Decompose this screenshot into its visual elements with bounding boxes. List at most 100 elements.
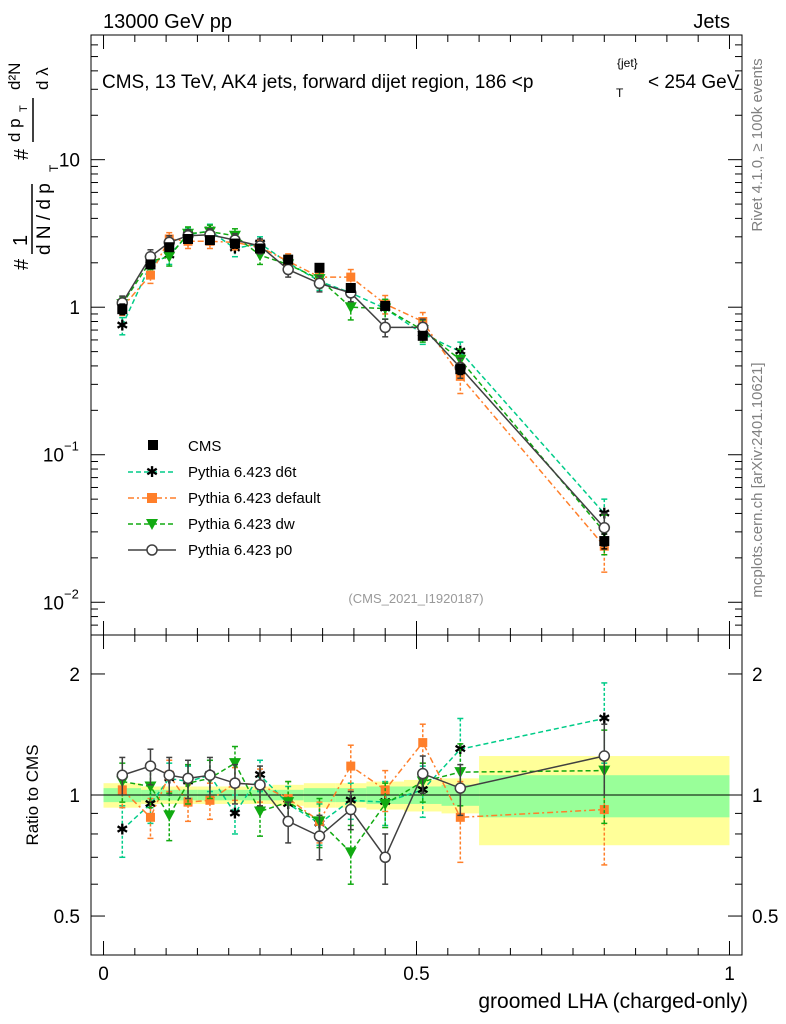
ratio-y-tick-label-right: 0.5 [752, 907, 778, 928]
main-title: CMS, 13 TeV, AK4 jets, forward dijet reg… [102, 72, 533, 93]
point-cms [229, 238, 240, 249]
x-tick-label: 0.5 [403, 964, 429, 985]
ratio-point-p0 [163, 769, 175, 781]
main-title-sub: T [616, 86, 624, 100]
main-y-tick-base: 1 [69, 298, 80, 319]
ratio-point-default [205, 795, 215, 805]
x-tick-label: 1 [724, 964, 735, 985]
point-d6t: ✱ [116, 318, 129, 335]
ratio-axis-ticks: 0 0.5 1 0.5 0.5 1 1 2 2 [54, 635, 778, 985]
point-cms [345, 282, 356, 293]
point-p0 [379, 321, 391, 334]
point-p0 [313, 277, 326, 290]
main-y-tick-exponent: −2 [64, 586, 79, 601]
y-label-T2: T [18, 105, 30, 112]
main-y-tick-base: 10 [43, 593, 64, 614]
point-p0 [598, 521, 611, 534]
ratio-point-dw [163, 810, 176, 822]
legend-marker-default [147, 493, 157, 503]
legend-label-dw: Pythia 6.423 dw [188, 516, 295, 533]
ratio-point-default [418, 738, 428, 748]
legend-marker-p0 [146, 544, 158, 556]
ratio-line-dw [122, 762, 605, 854]
legend-marker-cms [148, 440, 158, 450]
main-title-suffix: < 254 GeV [648, 72, 740, 93]
analysis-id: (CMS_2021_I1920187) [348, 591, 483, 606]
energy-label: 13000 GeV pp [103, 11, 232, 33]
main-y-tick-label: 10 [59, 151, 80, 172]
legend: CMS ✱ Pythia 6.423 d6t Pythia 6.423 defa… [128, 438, 321, 559]
ratio-point-dw [254, 806, 267, 818]
main-series-layer: ✱✱✱✱✱✱✱✱✱✱✱✱✱✱ [116, 223, 611, 573]
ratio-point-default [599, 805, 609, 815]
y-label-d2N: d²N [5, 63, 24, 90]
point-cms [183, 233, 194, 244]
ratio-point-p0 [379, 851, 391, 864]
point-p0 [282, 263, 294, 276]
point-cms [283, 254, 294, 265]
rivet-version-label: Rivet 4.1.0, ≥ 100k events [749, 58, 766, 231]
ratio-point-p0 [204, 769, 216, 781]
point-cms [164, 242, 175, 253]
ratio-point-dw [228, 758, 241, 770]
point-cms [455, 364, 466, 375]
point-cms [117, 304, 128, 315]
y-axis-label-ratio: Ratio to CMS [23, 744, 42, 845]
ratio-line-default [121, 741, 605, 823]
main-title-text: CMS, 13 TeV, AK4 jets, forward dijet reg… [102, 72, 533, 93]
point-default [346, 272, 356, 282]
ratio-y-tick-label-right: 2 [752, 665, 763, 686]
point-default [145, 270, 155, 280]
ratio-point-p0 [282, 815, 294, 828]
ratio-point-d6t: ✱ [598, 710, 611, 727]
ratio-point-p0 [454, 782, 467, 794]
ratio-point-p0 [417, 767, 429, 780]
ratio-point-p0 [144, 760, 157, 772]
ratio-point-p0 [116, 769, 129, 781]
y-label-hash2: # [11, 148, 33, 160]
legend-entry-dw: Pythia 6.423 dw [128, 516, 295, 533]
ratio-y-tick-label-right: 1 [752, 786, 763, 807]
point-cms [599, 536, 610, 547]
y-axis-label-main: # 1 d N / d p T # d p T d²N d λ [5, 63, 61, 270]
x-tick-label: 0 [98, 964, 109, 985]
point-cms [380, 300, 391, 311]
process-label: Jets [693, 11, 730, 33]
ratio-point-dw [344, 847, 357, 859]
legend-entry-d6t: ✱ Pythia 6.423 d6t [128, 464, 297, 481]
series-cms [117, 233, 610, 550]
legend-label-p0: Pythia 6.423 p0 [188, 542, 292, 559]
point-cms [145, 259, 156, 270]
ratio-point-p0 [254, 779, 266, 791]
y-label-dpT: d p [5, 118, 24, 142]
legend-marker-d6t: ✱ [146, 464, 159, 481]
legend-entry-cms: CMS [148, 438, 221, 455]
ratio-point-p0 [598, 750, 611, 762]
point-cms [417, 330, 428, 341]
y-label-dN: d N / d p [34, 183, 55, 255]
x-axis-label: groomed LHA (charged-only) [478, 990, 748, 1013]
point-cms [255, 243, 266, 254]
main-y-tick-label: 10 [43, 446, 64, 467]
legend-label-d6t: Pythia 6.423 d6t [188, 464, 297, 481]
point-cms [314, 262, 325, 273]
mcplots-label: mcplots.cern.ch [arXiv:2401.10621] [749, 362, 766, 597]
ratio-y-tick-label: 0.5 [54, 907, 80, 928]
ratio-point-p0 [182, 772, 194, 785]
legend-entry-p0: Pythia 6.423 p0 [128, 542, 292, 559]
ratio-y-tick-label: 2 [69, 665, 80, 686]
y-label-hash1: # [11, 258, 33, 270]
ratio-point-d6t: ✱ [229, 805, 242, 822]
main-y-tick-label: 10 [43, 593, 64, 614]
ratio-point-default [346, 761, 356, 771]
y-label-dlambda: d λ [33, 67, 52, 90]
ratio-point-p0 [313, 830, 326, 842]
ratio-point-default [145, 812, 155, 822]
main-y-tick-base: 10 [43, 446, 64, 467]
main-title-sup: {jet} [617, 56, 638, 70]
ratio-y-tick-label: 1 [69, 786, 80, 807]
main-y-tick-label: 1 [69, 298, 80, 319]
ratio-series-layer: ✱✱✱✱✱✱✱✱✱✱✱✱✱✱ [116, 682, 611, 885]
ratio-point-d6t: ✱ [116, 822, 129, 839]
legend-entry-default: Pythia 6.423 default [128, 490, 321, 507]
